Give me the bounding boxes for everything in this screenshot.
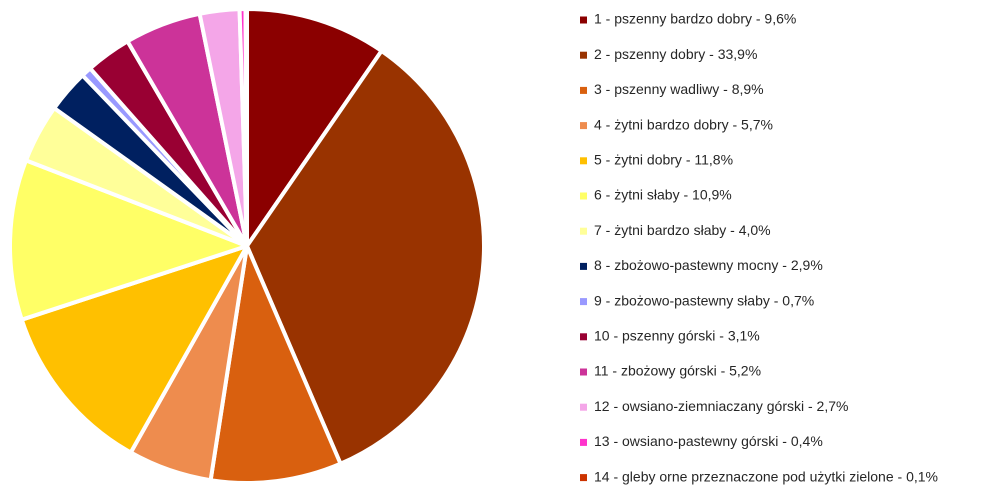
legend-swatch	[580, 51, 587, 59]
pie-slice	[8, 158, 249, 322]
legend-label: 14 - gleby orne przeznaczone pod użytki …	[594, 468, 938, 484]
legend-label: 4 - żytni bardzo dobry - 5,7%	[594, 116, 773, 132]
legend-swatch	[580, 157, 587, 165]
legend-swatch	[580, 262, 587, 270]
legend-swatch	[580, 368, 587, 376]
legend-label: 3 - pszenny wadliwy - 8,9%	[594, 81, 764, 97]
legend-swatch	[580, 16, 587, 24]
pie-slice	[208, 244, 343, 485]
legend-label: 6 - żytni słaby - 10,9%	[594, 187, 732, 203]
legend-label: 5 - żytni dobry - 11,8%	[594, 152, 733, 168]
legend-swatch	[580, 122, 587, 130]
legend-label: 11 - zbożowy górski - 5,2%	[594, 363, 761, 379]
legend-swatch	[580, 298, 587, 306]
legend-label: 9 - zbożowo-pastewny słaby - 0,7%	[594, 292, 814, 308]
legend-swatch	[580, 403, 587, 411]
legend-label: 7 - żytni bardzo słaby - 4,0%	[594, 222, 771, 238]
legend-swatch	[580, 333, 587, 341]
legend-label: 10 - pszenny górski - 3,1%	[594, 328, 760, 344]
legend-swatch	[580, 227, 587, 235]
legend-swatch	[580, 192, 587, 200]
legend-label: 1 - pszenny bardzo dobry - 9,6%	[594, 11, 796, 27]
pie-slice	[245, 48, 486, 466]
legend-swatch	[580, 438, 587, 446]
pie-slice	[19, 244, 249, 455]
legend-label: 2 - pszenny dobry - 33,9%	[594, 46, 757, 62]
legend-swatch	[580, 474, 587, 482]
legend-label: 12 - owsiano-ziemniaczany górski - 2,7%	[594, 398, 848, 414]
legend-swatch	[580, 86, 587, 94]
legend-label: 8 - zbożowo-pastewny mocny - 2,9%	[594, 257, 823, 273]
pie-slice	[243, 7, 249, 248]
pie-slice	[245, 7, 384, 248]
legend-label: 13 - owsiano-pastewny górski - 0,4%	[594, 433, 823, 449]
